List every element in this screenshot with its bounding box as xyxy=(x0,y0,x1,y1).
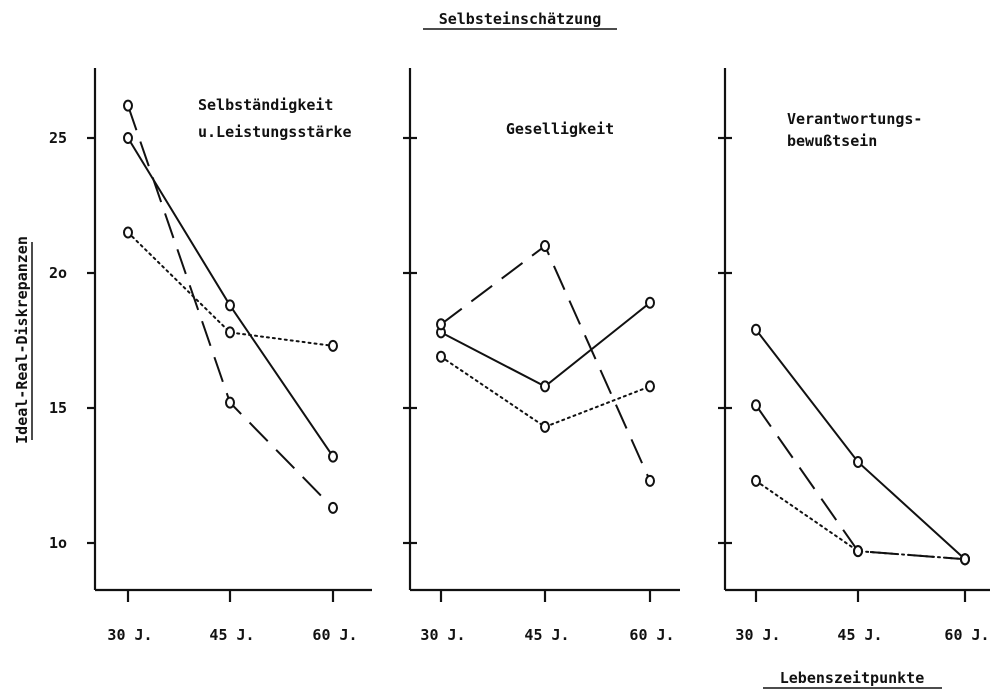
data-point-solid xyxy=(123,132,133,144)
data-point-dashed xyxy=(225,396,235,409)
x-tick-label: 60 J. xyxy=(944,626,989,644)
data-point-solid xyxy=(540,380,550,393)
x-tick-label: 45 J. xyxy=(837,626,882,644)
series-line-solid xyxy=(127,137,334,458)
data-point-dashed xyxy=(540,240,550,252)
y-tick-label: 25 xyxy=(49,129,67,147)
data-point-solid xyxy=(853,456,863,468)
series-line-dotted xyxy=(127,231,334,347)
data-point-dashed xyxy=(751,399,761,412)
chart-panels: 25 2o 15 1o 30 J. 45 J. 60 J. Selbständigkeit u.… xyxy=(49,68,990,644)
series-line-solid xyxy=(440,301,651,388)
series-line-dashed xyxy=(440,244,651,482)
x-axis-label: Lebenszeitpunkte xyxy=(780,669,925,687)
y-tick-label: 2o xyxy=(49,264,67,282)
data-point-dashed xyxy=(328,501,338,514)
data-point-solid xyxy=(645,296,655,309)
y-axis-label: Ideal-Real-Diskrepanzen xyxy=(13,236,31,444)
data-point-dotted xyxy=(960,553,970,566)
y-tick-label: 1o xyxy=(49,534,67,552)
panel-title: Selbständigkeit xyxy=(198,96,333,114)
panel-title: Geselligkeit xyxy=(506,120,614,138)
data-point-dotted xyxy=(645,380,655,393)
panel-title: u.Leistungsstärke xyxy=(198,123,352,141)
panel-title: bewußtsein xyxy=(787,132,877,150)
y-tick-label: 15 xyxy=(49,399,67,417)
x-tick-label: 30 J. xyxy=(735,626,780,644)
panel-title: Verantwortungs- xyxy=(787,110,922,128)
data-point-solid xyxy=(225,299,235,312)
data-point-dotted xyxy=(540,420,550,433)
x-tick-label: 30 J. xyxy=(420,626,465,644)
x-tick-label: 45 J. xyxy=(524,626,569,644)
data-point-dotted xyxy=(123,226,133,239)
panel-1: 25 2o 15 1o 30 J. 45 J. 60 J. Selbständigkeit u.… xyxy=(49,68,372,644)
x-tick-label: 45 J. xyxy=(209,626,254,644)
data-point-dotted xyxy=(225,326,235,339)
data-point-solid xyxy=(328,450,338,463)
data-point-dashed xyxy=(436,318,446,331)
data-point-dotted xyxy=(853,545,863,558)
panel-3: 30 J. 45 J. 60 J. Verantwortungs-bewußtsein xyxy=(718,68,990,644)
series-line-dashed xyxy=(755,404,966,561)
data-point-solid xyxy=(751,323,761,336)
data-point-dotted xyxy=(436,350,446,363)
data-point-dashed xyxy=(645,474,655,487)
x-tick-label: 60 J. xyxy=(312,626,357,644)
series-line-solid xyxy=(755,329,966,560)
data-point-dashed xyxy=(123,99,133,112)
figure-title: Selbsteinschätzung xyxy=(439,10,602,28)
x-tick-label: 60 J. xyxy=(629,626,674,644)
data-point-dotted xyxy=(328,339,338,352)
data-point-dotted xyxy=(751,474,761,487)
x-tick-label: 30 J. xyxy=(107,626,152,644)
series-line-dotted xyxy=(755,479,966,561)
panel-2: 30 J. 45 J. 60 J. Geselligkeit xyxy=(403,68,680,644)
